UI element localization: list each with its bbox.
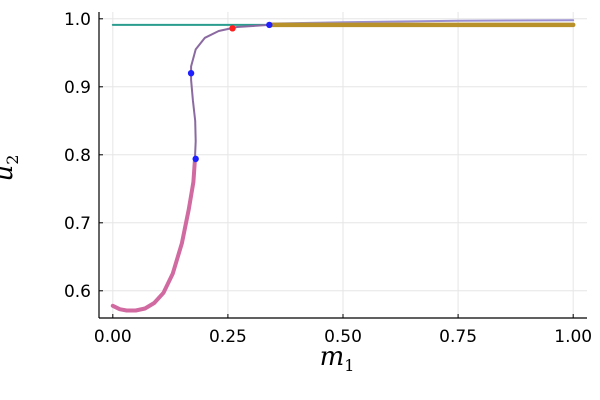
grid: [99, 12, 587, 318]
y-tick-label: 0.8: [64, 146, 91, 166]
series-layer: [110, 19, 576, 313]
series-line-3: [110, 159, 197, 313]
y-axis-label-sub: 2: [3, 155, 22, 165]
point-marker-1: [192, 155, 199, 163]
series-line-4: [190, 23, 271, 163]
y-axis-label: u2: [0, 155, 22, 182]
x-tick-label: 0.00: [94, 327, 132, 347]
x-tick-label: 0.25: [209, 327, 247, 347]
x-tick-label: 0.75: [439, 327, 477, 347]
y-axis-label-base: u: [0, 165, 19, 182]
tick-labels: 0.00 0.25 0.50 0.75 1.00 0.6 0.7 0.8 0.9 1.0: [64, 10, 592, 347]
x-axis-label: m1: [320, 342, 355, 375]
y-tick-label: 1.0: [64, 10, 91, 30]
x-axis-label-sub: 1: [344, 356, 354, 375]
y-tick-label: 0.7: [64, 214, 91, 234]
x-axis-label-base: m: [320, 342, 345, 372]
point-marker-2: [187, 70, 195, 77]
y-tick-label: 0.9: [64, 78, 91, 98]
axes: [98, 12, 587, 319]
x-tick-label: 1.00: [554, 327, 592, 347]
y-tick-label: 0.6: [64, 282, 91, 302]
x-tick-label: 0.50: [324, 327, 362, 347]
markers-layer: [187, 21, 273, 163]
point-marker-3: [266, 21, 273, 29]
point-marker-4: [229, 25, 236, 32]
